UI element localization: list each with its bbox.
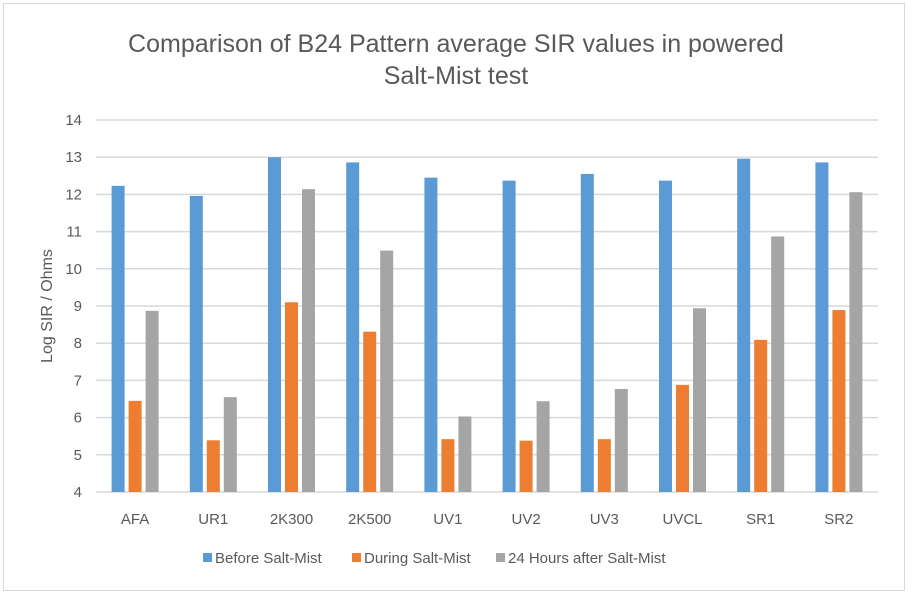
- x-tick-label: UVCL: [662, 511, 702, 528]
- y-tick-label: 8: [74, 335, 82, 352]
- bar-SR1-2: [754, 339, 768, 492]
- bar-UV3-3: [614, 388, 628, 492]
- x-tick-label: UR1: [198, 511, 228, 528]
- bar-UR1-1: [189, 195, 203, 492]
- bar-UV1-3: [458, 416, 472, 492]
- bar-UV2-1: [502, 180, 516, 493]
- legend-swatch: [496, 553, 505, 562]
- bar-SR1-1: [737, 158, 751, 493]
- x-tick-label: AFA: [121, 511, 149, 528]
- bar-UV3-2: [597, 439, 611, 492]
- y-tick-label: 10: [65, 261, 82, 278]
- bar-SR2-2: [832, 310, 846, 492]
- bar-2K500-3: [380, 250, 394, 492]
- x-tick-label: UV2: [512, 511, 541, 528]
- y-tick-label: 11: [66, 224, 82, 241]
- bar-SR2-1: [815, 162, 829, 492]
- x-tick-label: UV1: [433, 511, 462, 528]
- y-tick-label: 13: [65, 149, 82, 166]
- y-tick-label: 12: [65, 186, 82, 203]
- legend-label: During Salt-Mist: [364, 550, 472, 567]
- bar-UV2-3: [536, 401, 550, 492]
- legend: Before Salt-Mist During Salt-Mist 24 Hours…: [203, 550, 666, 567]
- bar-UVCL-2: [676, 384, 689, 492]
- bar-UV1-1: [424, 177, 438, 492]
- chart-title-line-2: Salt-Mist test: [383, 62, 529, 90]
- bar-UV1-2: [441, 439, 455, 492]
- bar-2K300-1: [268, 157, 281, 492]
- y-tick-label: 4: [74, 484, 82, 501]
- chart-title-line-1: Comparison of B24 Pattern average SIR va…: [128, 30, 784, 58]
- legend-swatch: [352, 553, 361, 562]
- bar-2K300-3: [302, 189, 315, 492]
- bar-AFA-3: [145, 310, 159, 492]
- x-tick-label: SR1: [746, 511, 775, 528]
- y-tick-label: 6: [74, 410, 82, 427]
- legend-label: 24 Hours after Salt-Mist: [508, 550, 666, 567]
- x-tick-label: 2K300: [270, 511, 313, 528]
- bar-UR1-2: [206, 440, 220, 492]
- bar-UR1-3: [223, 397, 237, 492]
- bars: [111, 157, 863, 493]
- x-axis-ticks: AFA UR1 2K300 2K500 UV1 UV2 UV3 UVCL SR1 SR2: [121, 511, 854, 528]
- bar-2K500-1: [346, 162, 360, 492]
- y-axis-label: Log SIR / Ohms: [39, 249, 56, 363]
- bar-SR1-3: [771, 236, 785, 492]
- bar-SR2-3: [849, 192, 863, 492]
- y-tick-label: 7: [74, 372, 82, 389]
- legend-label: Before Salt-Mist: [215, 550, 323, 567]
- bar-UV2-2: [519, 440, 533, 492]
- x-tick-label: 2K500: [348, 511, 391, 528]
- y-tick-label: 9: [74, 298, 82, 315]
- y-axis-ticks: 4 5 6 7 8 9 10 11 12 13 14: [65, 112, 82, 501]
- bar-2K500-2: [363, 331, 377, 492]
- bar-UV3-1: [580, 173, 594, 492]
- bar-UVCL-3: [693, 308, 706, 492]
- bar-AFA-2: [128, 400, 142, 492]
- bar-AFA-1: [111, 185, 125, 492]
- x-tick-label: SR2: [824, 511, 853, 528]
- x-tick-label: UV3: [590, 511, 619, 528]
- bar-2K300-2: [285, 302, 298, 492]
- y-tick-label: 14: [65, 112, 82, 129]
- legend-swatch: [203, 553, 212, 562]
- chart-frame: [3, 3, 905, 591]
- bar-UVCL-1: [659, 180, 672, 493]
- y-tick-label: 5: [74, 447, 82, 464]
